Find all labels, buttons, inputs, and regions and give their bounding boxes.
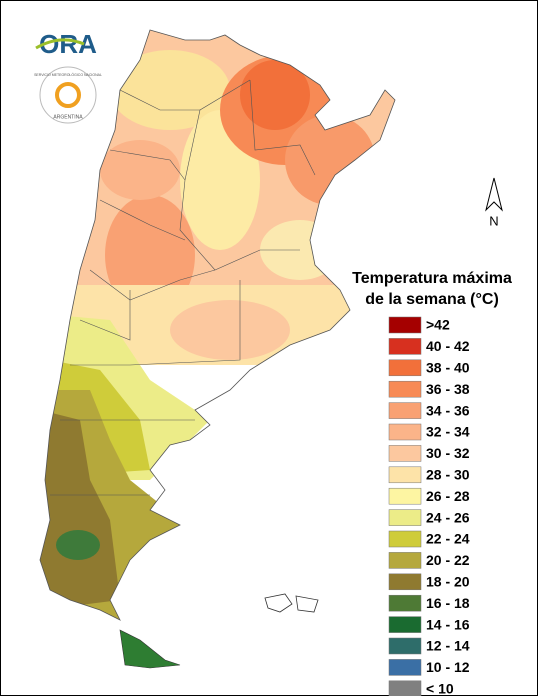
legend-swatch xyxy=(388,338,422,355)
country-outline xyxy=(39,29,396,621)
legend-swatch xyxy=(388,573,422,591)
legend-label: 16 - 18 xyxy=(426,595,470,611)
legend-swatch xyxy=(388,487,422,505)
legend-title: Temperatura máxima xyxy=(352,270,512,287)
legend-label: 32 - 34 xyxy=(426,424,470,440)
legend-swatch xyxy=(388,659,422,676)
legend-label: 34 - 36 xyxy=(426,402,470,418)
legend-label: < 10 xyxy=(426,681,454,696)
legend-swatch xyxy=(388,509,422,526)
legend-swatch xyxy=(388,616,422,633)
legend: Temperatura máxima de la semana (°C) >42 40… xyxy=(352,270,512,696)
legend-label: 14 - 16 xyxy=(426,616,470,632)
seal-top: SERVICIO METEOROLÓGICO NACIONAL xyxy=(34,72,102,77)
legend-label: 40 - 42 xyxy=(426,338,470,354)
legend-swatch xyxy=(388,637,422,655)
legend-swatch xyxy=(388,445,422,462)
legend-label: 26 - 28 xyxy=(426,488,470,504)
legend-swatch xyxy=(388,380,422,398)
legend-label: 24 - 26 xyxy=(426,509,470,525)
legend-swatch xyxy=(388,680,422,696)
islands xyxy=(264,593,319,613)
province-borders xyxy=(50,79,316,496)
legend-label: >42 xyxy=(426,317,450,333)
seal-emblem xyxy=(55,82,81,108)
legend-swatch xyxy=(388,423,422,441)
logo-text: ORA xyxy=(39,29,97,59)
legend-label: 18 - 20 xyxy=(426,574,470,590)
logo-swoosh xyxy=(35,38,85,50)
legend-swatch xyxy=(388,530,422,548)
tierra-del-fuego xyxy=(119,629,181,669)
legend-swatch xyxy=(388,552,422,569)
north-label: N xyxy=(489,213,498,228)
legend-title: de la semana (°C) xyxy=(365,291,499,308)
legend-label: 10 - 12 xyxy=(426,659,470,675)
legend-label: 22 - 24 xyxy=(426,531,470,547)
legend-label: 20 - 22 xyxy=(426,552,470,568)
legend-label: 36 - 38 xyxy=(426,381,470,397)
legend-swatch xyxy=(388,402,422,419)
legend-swatch xyxy=(388,466,422,484)
north-arrow xyxy=(485,177,503,212)
legend-label: 28 - 30 xyxy=(426,467,470,483)
legend-label: 30 - 32 xyxy=(426,445,470,461)
seal-bottom: ARGENTINA xyxy=(53,114,83,120)
legend-label: 12 - 14 xyxy=(426,638,470,654)
legend-label: 38 - 40 xyxy=(426,360,470,376)
seal xyxy=(39,66,97,124)
legend-swatch xyxy=(388,594,422,612)
legend-swatch xyxy=(388,359,422,377)
legend-swatch xyxy=(388,316,422,334)
